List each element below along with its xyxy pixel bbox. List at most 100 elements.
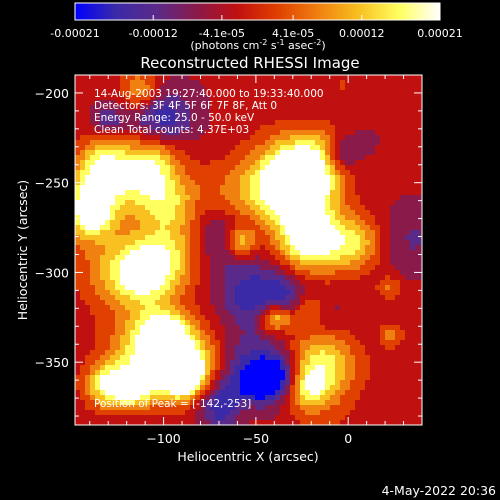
heatmap-cell <box>380 370 385 375</box>
heatmap-cell <box>240 385 245 390</box>
heatmap-cell <box>280 370 285 375</box>
heatmap-cell <box>305 185 310 190</box>
heatmap-cell <box>410 145 415 150</box>
heatmap-cell <box>160 385 165 390</box>
heatmap-cell <box>175 320 180 325</box>
heatmap-cell <box>210 85 215 90</box>
heatmap-cell <box>410 220 415 225</box>
heatmap-cell <box>280 240 285 245</box>
heatmap-cell <box>190 255 195 260</box>
heatmap-cell <box>150 240 155 245</box>
heatmap-cell <box>85 420 90 425</box>
heatmap-cell <box>255 290 260 295</box>
heatmap-cell <box>335 215 340 220</box>
heatmap-cell <box>205 250 210 255</box>
heatmap-cell <box>270 320 275 325</box>
heatmap-cell <box>215 110 220 115</box>
heatmap-cell <box>420 175 422 180</box>
heatmap-cell <box>75 410 80 415</box>
heatmap-cell <box>190 225 195 230</box>
heatmap-cell <box>260 115 265 120</box>
heatmap-cell <box>180 85 185 90</box>
heatmap-cell <box>400 365 405 370</box>
heatmap-cell <box>115 185 120 190</box>
heatmap-cell <box>125 155 130 160</box>
heatmap-cell <box>220 150 225 155</box>
heatmap-cell <box>250 155 255 160</box>
heatmap-cell <box>195 395 200 400</box>
heatmap-cell <box>185 205 190 210</box>
heatmap-cell <box>290 300 295 305</box>
heatmap-cell <box>385 145 390 150</box>
heatmap-cell <box>85 340 90 345</box>
heatmap-cell <box>375 195 380 200</box>
heatmap-cell <box>260 315 265 320</box>
heatmap-cell <box>75 375 80 380</box>
heatmap-cell <box>250 255 255 260</box>
heatmap-cell <box>230 245 235 250</box>
heatmap-cell <box>205 380 210 385</box>
heatmap-cell <box>140 220 145 225</box>
heatmap-cell <box>300 100 305 105</box>
heatmap-cell <box>295 305 300 310</box>
heatmap-cell <box>340 260 345 265</box>
heatmap-cell <box>185 305 190 310</box>
heatmap-cell <box>200 215 205 220</box>
heatmap-cell <box>260 310 265 315</box>
heatmap-cell <box>240 325 245 330</box>
heatmap-cell <box>220 280 225 285</box>
heatmap-cell <box>225 135 230 140</box>
heatmap-cell <box>420 250 422 255</box>
heatmap-cell <box>325 95 330 100</box>
heatmap-cell <box>185 405 190 410</box>
heatmap-cell <box>245 315 250 320</box>
heatmap-cell <box>170 175 175 180</box>
heatmap-cell <box>320 295 325 300</box>
heatmap-cell <box>240 295 245 300</box>
heatmap-cell <box>215 340 220 345</box>
heatmap-cell <box>365 155 370 160</box>
heatmap-cell <box>155 380 160 385</box>
heatmap-cell <box>340 360 345 365</box>
heatmap-cell <box>270 280 275 285</box>
heatmap-cell <box>370 140 375 145</box>
heatmap-cell <box>420 310 422 315</box>
heatmap-cell <box>270 285 275 290</box>
heatmap-cell <box>390 180 395 185</box>
heatmap-cell <box>120 325 125 330</box>
heatmap-cell <box>240 320 245 325</box>
heatmap-cell <box>160 420 165 425</box>
heatmap-cell <box>380 240 385 245</box>
heatmap-cell <box>220 100 225 105</box>
heatmap-cell <box>205 330 210 335</box>
heatmap-cell <box>265 310 270 315</box>
heatmap-cell <box>370 395 375 400</box>
heatmap-cell <box>310 405 315 410</box>
heatmap-cell <box>410 155 415 160</box>
heatmap-cell <box>375 275 380 280</box>
heatmap-cell <box>270 110 275 115</box>
heatmap-cell <box>375 140 380 145</box>
heatmap-cell <box>195 215 200 220</box>
heatmap-cell <box>265 160 270 165</box>
heatmap-cell <box>145 75 150 80</box>
heatmap-cell <box>290 355 295 360</box>
heatmap-cell <box>265 380 270 385</box>
heatmap-cell <box>320 225 325 230</box>
heatmap-cell <box>360 120 365 125</box>
heatmap-cell <box>75 260 80 265</box>
heatmap-cell <box>285 385 290 390</box>
heatmap-cell <box>220 235 225 240</box>
heatmap-cell <box>350 305 355 310</box>
heatmap-cell <box>170 220 175 225</box>
heatmap-cell <box>140 250 145 255</box>
heatmap-cell <box>120 335 125 340</box>
heatmap-cell <box>235 380 240 385</box>
heatmap-cell <box>365 260 370 265</box>
heatmap-cell <box>260 350 265 355</box>
heatmap-cell <box>210 170 215 175</box>
heatmap-cell <box>185 335 190 340</box>
heatmap-cell <box>365 245 370 250</box>
heatmap-cell <box>105 135 110 140</box>
heatmap-cell <box>305 270 310 275</box>
